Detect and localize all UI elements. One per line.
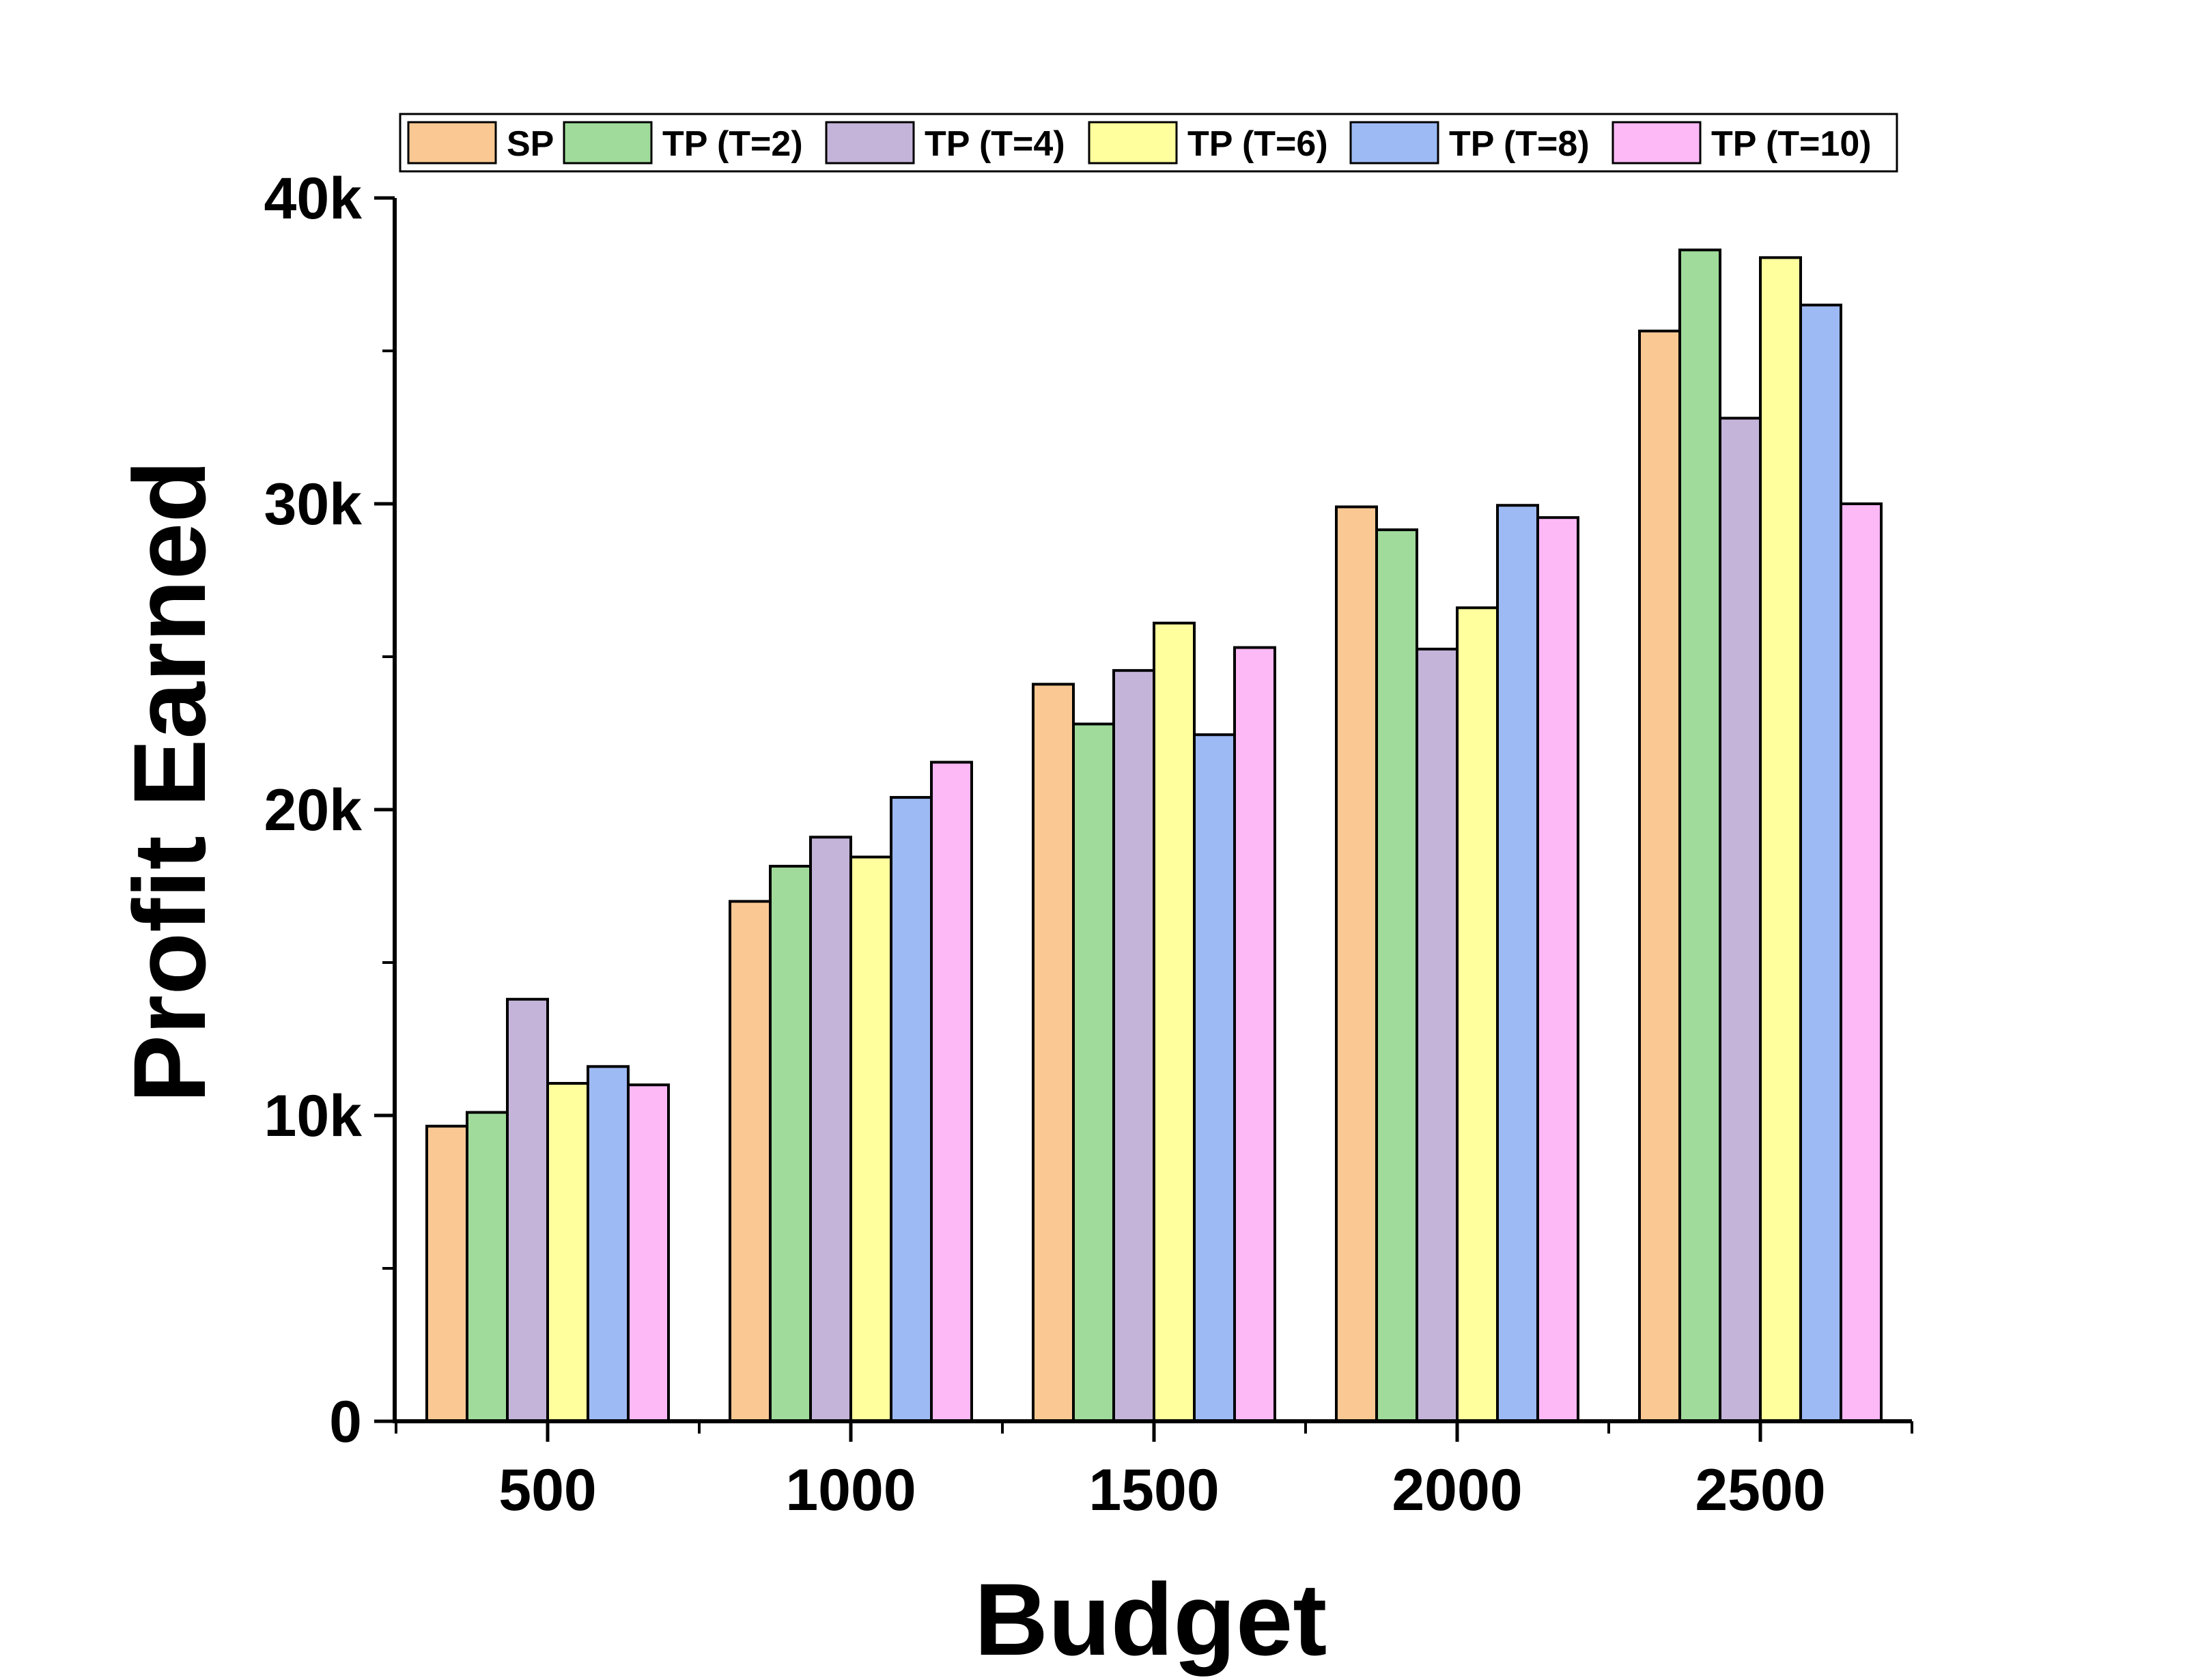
- bar-tp-t-4-500: [506, 997, 549, 1423]
- bar-tp-t-10-2500: [1840, 502, 1883, 1423]
- bar-tp-t-8-2000: [1496, 504, 1539, 1423]
- legend-label: TP (T=10): [1711, 124, 1872, 164]
- bar-sp-2000: [1335, 505, 1378, 1423]
- legend-label: TP (T=2): [662, 124, 803, 164]
- bar-tp-t-8-2500: [1799, 303, 1842, 1423]
- bar-tp-t-4-2500: [1719, 416, 1762, 1423]
- bar-sp-1500: [1032, 683, 1075, 1423]
- bars-layer: [425, 248, 1883, 1423]
- bar-tp-t-2-1500: [1072, 722, 1115, 1423]
- y-axis-title: Profit Earned: [112, 460, 227, 1103]
- bar-tp-t-10-2000: [1536, 516, 1579, 1423]
- x-tick-label: 2000: [1392, 1457, 1522, 1523]
- bar-tp-t-2-500: [466, 1111, 509, 1423]
- bar-tp-t-4-1000: [809, 836, 852, 1423]
- bar-sp-2500: [1638, 329, 1681, 1423]
- axes-layer: 0 10k 20k 30k 40k 500 1000 1500 2000 2500: [264, 166, 1913, 1523]
- bar-tp-t-2-1000: [769, 864, 812, 1423]
- legend-swatch: [563, 121, 653, 165]
- bar-sp-500: [425, 1124, 468, 1423]
- legend-swatch: [1349, 121, 1439, 165]
- y-tick-label: 20k: [264, 778, 363, 843]
- legend-label: TP (T=8): [1449, 124, 1590, 164]
- x-axis-title: Budget: [974, 1562, 1327, 1677]
- x-tick-label: 500: [498, 1457, 597, 1523]
- bar-tp-t-6-500: [546, 1081, 589, 1423]
- legend-swatch: [1611, 121, 1702, 165]
- y-tick-label: 10k: [264, 1083, 363, 1149]
- bar-tp-t-4-1500: [1112, 669, 1155, 1423]
- y-tick-label: 40k: [264, 166, 363, 231]
- x-tick-label: 1500: [1088, 1457, 1219, 1523]
- bar-tp-t-6-2500: [1759, 256, 1802, 1423]
- bar-tp-t-10-1500: [1233, 646, 1276, 1423]
- bar-tp-t-10-1000: [930, 760, 973, 1423]
- bar-tp-t-4-2000: [1416, 647, 1459, 1423]
- legend-swatch: [1088, 121, 1178, 165]
- x-tick-label: 1000: [785, 1457, 916, 1523]
- bar-tp-t-6-2000: [1456, 606, 1499, 1423]
- bar-tp-t-8-1000: [890, 796, 933, 1423]
- legend-swatch: [825, 121, 915, 165]
- y-tick-label: 30k: [264, 472, 363, 537]
- bar-tp-t-6-1500: [1153, 621, 1196, 1423]
- bar-tp-t-8-1500: [1193, 733, 1236, 1423]
- bar-tp-t-2-2500: [1678, 248, 1721, 1423]
- y-tick-label: 0: [329, 1389, 362, 1455]
- legend: SP TP (T=2) TP (T=4) TP (T=6) TP (T=8) TP (T=…: [399, 113, 1898, 173]
- x-tick-label: 2500: [1695, 1457, 1825, 1523]
- bar-tp-t-10-500: [627, 1083, 670, 1423]
- legend-label: SP: [507, 124, 554, 164]
- legend-swatch: [407, 121, 497, 165]
- bar-tp-t-2-2000: [1375, 528, 1418, 1423]
- bar-tp-t-8-500: [587, 1065, 630, 1423]
- legend-label: TP (T=4): [925, 124, 1065, 164]
- bar-sp-1000: [729, 900, 772, 1423]
- bar-tp-t-6-1000: [849, 855, 892, 1423]
- legend-label: TP (T=6): [1187, 124, 1328, 164]
